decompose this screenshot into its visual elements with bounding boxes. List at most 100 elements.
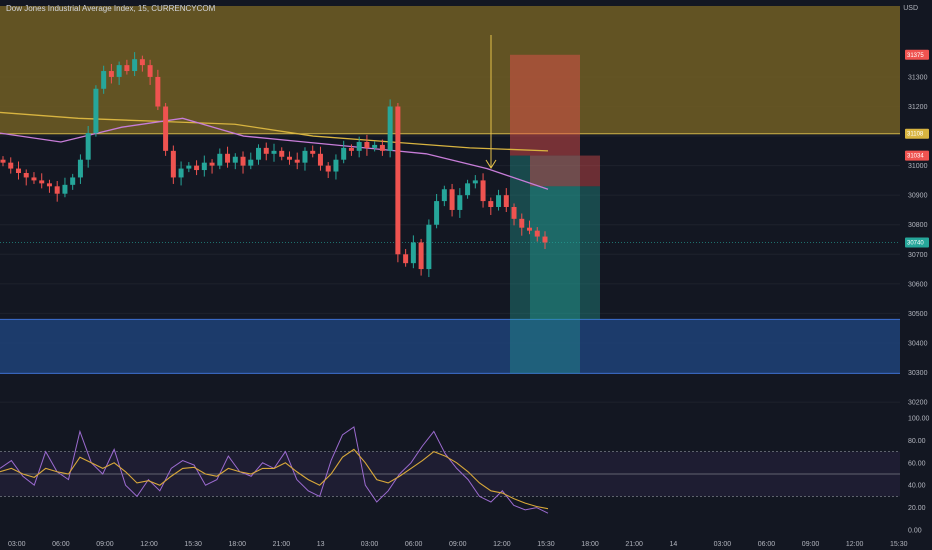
price-tick-label: 31200 — [908, 104, 928, 111]
price-tick-label: 30700 — [908, 252, 928, 259]
candle-body — [124, 65, 130, 72]
candle-body — [0, 159, 6, 163]
time-tick-label: 15:30 — [537, 541, 555, 548]
candle-body — [209, 162, 215, 166]
candle — [418, 238, 424, 276]
candle — [527, 220, 533, 235]
price-tag-label: 30740 — [907, 240, 924, 246]
candle-body — [457, 195, 463, 210]
candle — [8, 157, 14, 174]
candle-body — [302, 150, 308, 163]
candle — [101, 65, 107, 94]
candle-body — [186, 165, 192, 169]
time-tick-label: 09:00 — [96, 541, 114, 548]
candle — [62, 177, 68, 198]
time-tick-label: 21:00 — [625, 541, 643, 548]
candle-body — [379, 144, 385, 151]
demand-zone — [0, 319, 900, 374]
candle — [186, 162, 192, 173]
candle-body — [232, 156, 238, 163]
candle — [302, 147, 308, 171]
candle — [46, 179, 52, 193]
candle — [317, 146, 323, 171]
time-tick-label: 03:00 — [714, 541, 732, 548]
candle — [248, 152, 254, 170]
candle-body — [426, 224, 432, 270]
time-tick-label: 12:00 — [846, 541, 864, 548]
rsi-tick-label: 80.00 — [908, 438, 926, 445]
candles[interactable] — [0, 52, 548, 278]
price-axis[interactable]: 3130031200311003100030900308003070030600… — [905, 49, 930, 535]
candle-body — [225, 153, 231, 163]
candle — [263, 142, 269, 161]
candle-body — [364, 141, 370, 148]
candle-body — [279, 150, 285, 157]
candle — [542, 231, 548, 249]
take-profit-box-2 — [530, 186, 600, 320]
candle — [496, 189, 502, 211]
candle-body — [496, 195, 502, 207]
candle — [441, 185, 447, 207]
price-tag — [905, 128, 929, 139]
candle — [426, 219, 432, 278]
candle — [465, 179, 471, 199]
candle-body — [8, 162, 14, 169]
candle-body — [472, 180, 478, 184]
candle-body — [503, 195, 509, 207]
time-tick-label: 09:00 — [449, 541, 467, 548]
candle-body — [263, 147, 269, 154]
candle — [395, 102, 401, 263]
time-tick-label: 18:00 — [229, 541, 247, 548]
candle-body — [410, 242, 416, 264]
candle-body — [387, 106, 393, 151]
candle — [54, 180, 60, 202]
candle-body — [139, 59, 145, 66]
time-tick-label: 06:00 — [52, 541, 70, 548]
candle-body — [449, 189, 455, 210]
time-axis[interactable]: 03:00 06:00 09:00 12:00 15:30 18:00 21:00 13 03:… — [8, 541, 908, 548]
candle — [449, 183, 455, 217]
candle-body — [341, 147, 347, 160]
rsi-tick-label: 0.00 — [908, 528, 922, 535]
price-tick-label: 30300 — [908, 370, 928, 377]
candle-body — [395, 106, 401, 255]
price-tick-label: 30200 — [908, 400, 928, 407]
time-tick-label: 12:00 — [140, 541, 158, 548]
candle-body — [85, 133, 91, 160]
candle-body — [348, 147, 354, 151]
candle — [70, 173, 76, 190]
price-tick-label: 30900 — [908, 193, 928, 200]
candle — [240, 151, 246, 174]
candle-body — [333, 159, 339, 172]
rsi-line — [0, 448, 549, 510]
candle — [209, 159, 215, 174]
candle-body — [155, 76, 161, 107]
candle — [341, 140, 347, 164]
candle — [217, 148, 223, 170]
candle-body — [108, 71, 114, 77]
candle-body — [317, 153, 323, 166]
stop-loss-box-2 — [530, 155, 600, 187]
candle — [325, 162, 331, 179]
candle-body — [178, 168, 184, 178]
candle — [519, 213, 525, 236]
stop-loss-box — [510, 54, 580, 156]
candle-body — [542, 236, 548, 243]
price-tick-label: 30400 — [908, 340, 928, 347]
candle — [372, 141, 378, 152]
candle — [77, 154, 83, 184]
candle-body — [15, 168, 21, 174]
price-tick-label: 30600 — [908, 281, 928, 288]
candle — [0, 156, 6, 167]
candle — [85, 126, 91, 168]
candle-body — [372, 144, 378, 148]
candle — [201, 155, 207, 177]
price-tag — [905, 150, 929, 161]
annotation-arrow — [485, 35, 497, 169]
rsi-pane[interactable] — [0, 426, 900, 514]
arrow-head — [485, 159, 497, 169]
candle — [155, 69, 161, 111]
candle — [225, 146, 231, 168]
price-tick-label: 31300 — [908, 74, 928, 81]
